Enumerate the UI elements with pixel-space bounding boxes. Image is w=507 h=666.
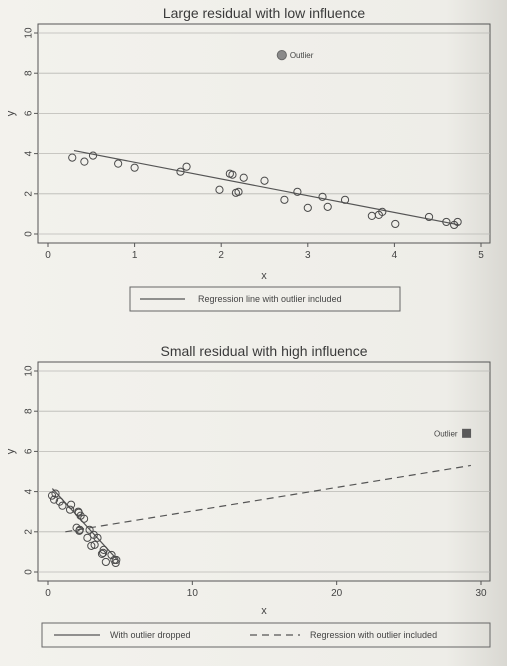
chart2-title: Small residual with high influence xyxy=(161,343,368,359)
chart1-x-tick-label: 5 xyxy=(478,250,484,261)
chart1-data-point xyxy=(182,162,191,171)
chart1-plot-frame xyxy=(37,23,491,244)
chart1-regression-line xyxy=(73,149,460,226)
chart1-data-point xyxy=(88,151,98,160)
chart1-y-axis-label: y xyxy=(5,110,17,116)
chart1-data-point xyxy=(80,157,89,166)
chart1-data-point xyxy=(378,207,387,216)
chart1-x-tick-label: 2 xyxy=(218,250,224,261)
chart2-x-axis-label: x xyxy=(261,605,267,617)
chart2-data-point xyxy=(58,501,67,510)
chart2-x-tick-label: 30 xyxy=(475,588,487,599)
chart2-y-axis-label: y xyxy=(5,448,17,454)
chart2-y-tick-label: 6 xyxy=(24,448,35,454)
chart1-legend-box xyxy=(129,286,401,312)
chart1-data-point xyxy=(367,211,376,221)
chart2-y-tick-label: 10 xyxy=(24,365,35,377)
chart2-dashed-regression-line xyxy=(65,464,471,533)
chart1-data-point xyxy=(234,187,243,196)
chart1-data-point xyxy=(176,167,185,176)
chart2-legend-box xyxy=(41,622,491,648)
chart2-data-point xyxy=(111,558,120,568)
chart1-x-axis-label: x xyxy=(261,270,267,282)
chart2-data-point xyxy=(99,545,108,554)
chart1-outlier-label: Outlier xyxy=(290,51,314,60)
chart1-x-tick-label: 0 xyxy=(45,250,51,261)
chart2-x-tick-label: 0 xyxy=(45,588,51,599)
chart1-data-point xyxy=(391,219,400,229)
chart1-title: Large residual with low influence xyxy=(163,5,366,21)
chart1-data-point xyxy=(303,203,312,212)
chart1-x-tick-label: 1 xyxy=(132,250,138,261)
chart2-data-point xyxy=(79,514,89,523)
chart2-outlier-point xyxy=(462,428,472,438)
chart2-data-point xyxy=(49,495,59,504)
chart2-data-point xyxy=(97,549,107,559)
chart1-data-point xyxy=(239,173,248,182)
chart1-y-tick-label: 4 xyxy=(24,150,35,156)
chart2-y-tick-label: 8 xyxy=(24,408,35,414)
chart2-data-point xyxy=(51,489,60,498)
chart1-data-point xyxy=(130,163,139,172)
chart1-data-point xyxy=(215,185,224,194)
chart1-outlier-point xyxy=(276,50,287,61)
chart1-data-point xyxy=(424,212,434,222)
chart1-data-point xyxy=(293,187,302,196)
chart1-y-tick-label: 6 xyxy=(24,110,35,116)
chart2-plot-frame xyxy=(37,361,491,582)
chart1-y-tick-label: 0 xyxy=(24,231,35,237)
chart2-y-tick-label: 0 xyxy=(24,569,35,575)
chart1-data-point xyxy=(280,195,289,204)
chart1-y-tick-label: 10 xyxy=(24,27,35,39)
chart1-data-point xyxy=(114,159,123,168)
chart2-data-point xyxy=(66,500,76,509)
chart2-data-point xyxy=(55,497,64,506)
chart1-data-point xyxy=(323,202,332,211)
chart2-y-tick-label: 4 xyxy=(24,488,35,494)
chart2-legend-label: With outlier dropped xyxy=(110,630,191,640)
chart1-data-point xyxy=(228,170,237,179)
chart2-data-point xyxy=(90,540,99,549)
chart1-y-tick-label: 2 xyxy=(24,191,35,197)
chart2-data-point xyxy=(75,525,84,534)
chart2-data-point xyxy=(87,541,96,550)
chart2-outlier-label: Outlier xyxy=(434,429,458,438)
chart2-data-point xyxy=(112,555,121,565)
chart1-x-tick-label: 3 xyxy=(305,250,311,261)
chart2-x-tick-label: 20 xyxy=(331,588,343,599)
chart2-x-tick-label: 10 xyxy=(187,588,199,599)
chart2-data-point xyxy=(99,548,108,558)
chart1-data-point xyxy=(318,192,327,201)
chart1-y-tick-label: 8 xyxy=(24,70,35,76)
chart1-data-point xyxy=(260,176,269,185)
chart1-data-point xyxy=(442,217,451,227)
chart1-data-point xyxy=(68,153,77,162)
chart2-data-point xyxy=(65,505,75,514)
chart2-data-point xyxy=(85,525,94,534)
chart1-legend-label: Regression line with outlier included xyxy=(198,294,342,304)
chart2-data-point xyxy=(101,557,110,567)
chart2-legend-label: Regression with outlier included xyxy=(310,630,437,640)
chart1-x-tick-label: 4 xyxy=(392,250,398,261)
chart2-data-point xyxy=(93,533,102,542)
chart2-y-tick-label: 2 xyxy=(24,529,35,535)
chart1-data-point xyxy=(453,217,462,227)
chart1-data-point xyxy=(340,195,350,204)
